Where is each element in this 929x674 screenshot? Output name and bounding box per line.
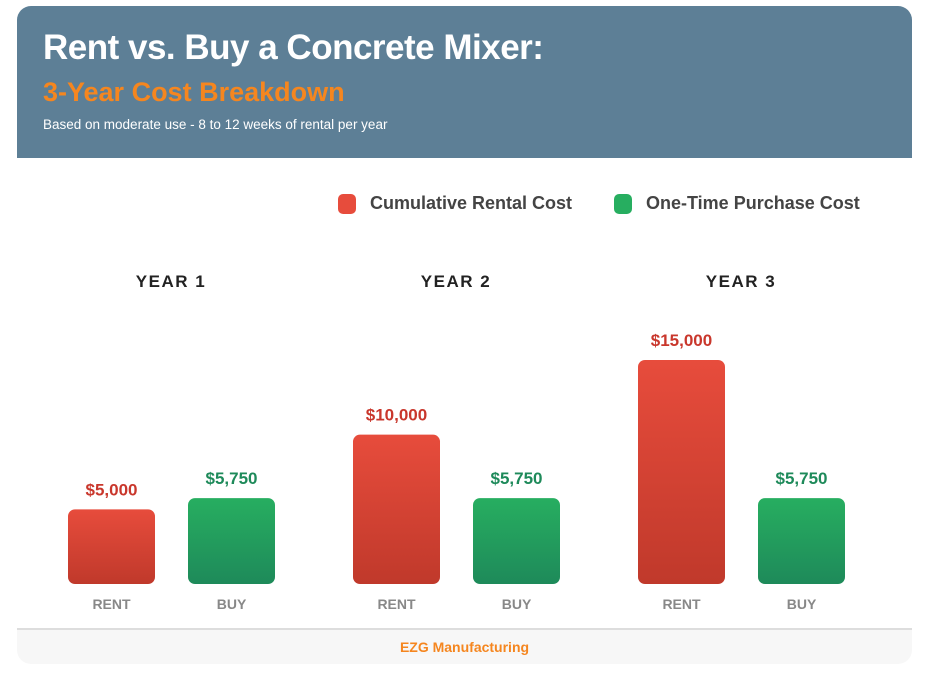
bar-category-label: BUY: [217, 596, 247, 612]
rent-bar: [68, 509, 155, 584]
year-label: YEAR 3: [706, 272, 776, 291]
footer-divider: [17, 628, 912, 630]
legend-label: One-Time Purchase Cost: [646, 193, 860, 213]
legend-item-buy: One-Time Purchase Cost: [614, 193, 860, 214]
legend-label: Cumulative Rental Cost: [370, 193, 573, 213]
page-subtitle: 3-Year Cost Breakdown: [43, 77, 345, 107]
buy-bar: [758, 498, 845, 584]
data-label: $5,750: [491, 469, 543, 488]
buy-bar: [473, 498, 560, 584]
bar-category-label: RENT: [662, 596, 701, 612]
bar-category-label: BUY: [787, 596, 817, 612]
legend-item-rent: Cumulative Rental Cost: [338, 193, 572, 214]
rent-bar: [353, 434, 440, 584]
legend-swatch-buy: [614, 193, 632, 214]
brand-name: EZG Manufacturing: [399, 639, 530, 655]
usage-note: Based on moderate use - 8 to 12 weeks of…: [43, 117, 388, 132]
header-banner: Rent vs. Buy a Concrete Mixer: 3-Year Co…: [17, 6, 912, 158]
bar-category-label: RENT: [92, 596, 131, 612]
rent-bar: [638, 360, 725, 584]
year-label: YEAR 1: [136, 272, 206, 291]
data-label: $5,000: [86, 480, 138, 499]
bar-category-label: RENT: [377, 596, 416, 612]
page-title: Rent vs. Buy a Concrete Mixer:: [43, 28, 544, 67]
bar-category-label: BUY: [502, 596, 532, 612]
data-label: $15,000: [651, 331, 712, 350]
buy-bar: [188, 498, 275, 584]
data-label: $5,750: [206, 469, 258, 488]
data-label: $5,750: [776, 469, 828, 488]
year-label: YEAR 2: [421, 272, 491, 291]
legend-swatch-rent: [338, 193, 356, 214]
footer: EZG Manufacturing: [17, 630, 912, 664]
data-label: $10,000: [366, 406, 427, 425]
